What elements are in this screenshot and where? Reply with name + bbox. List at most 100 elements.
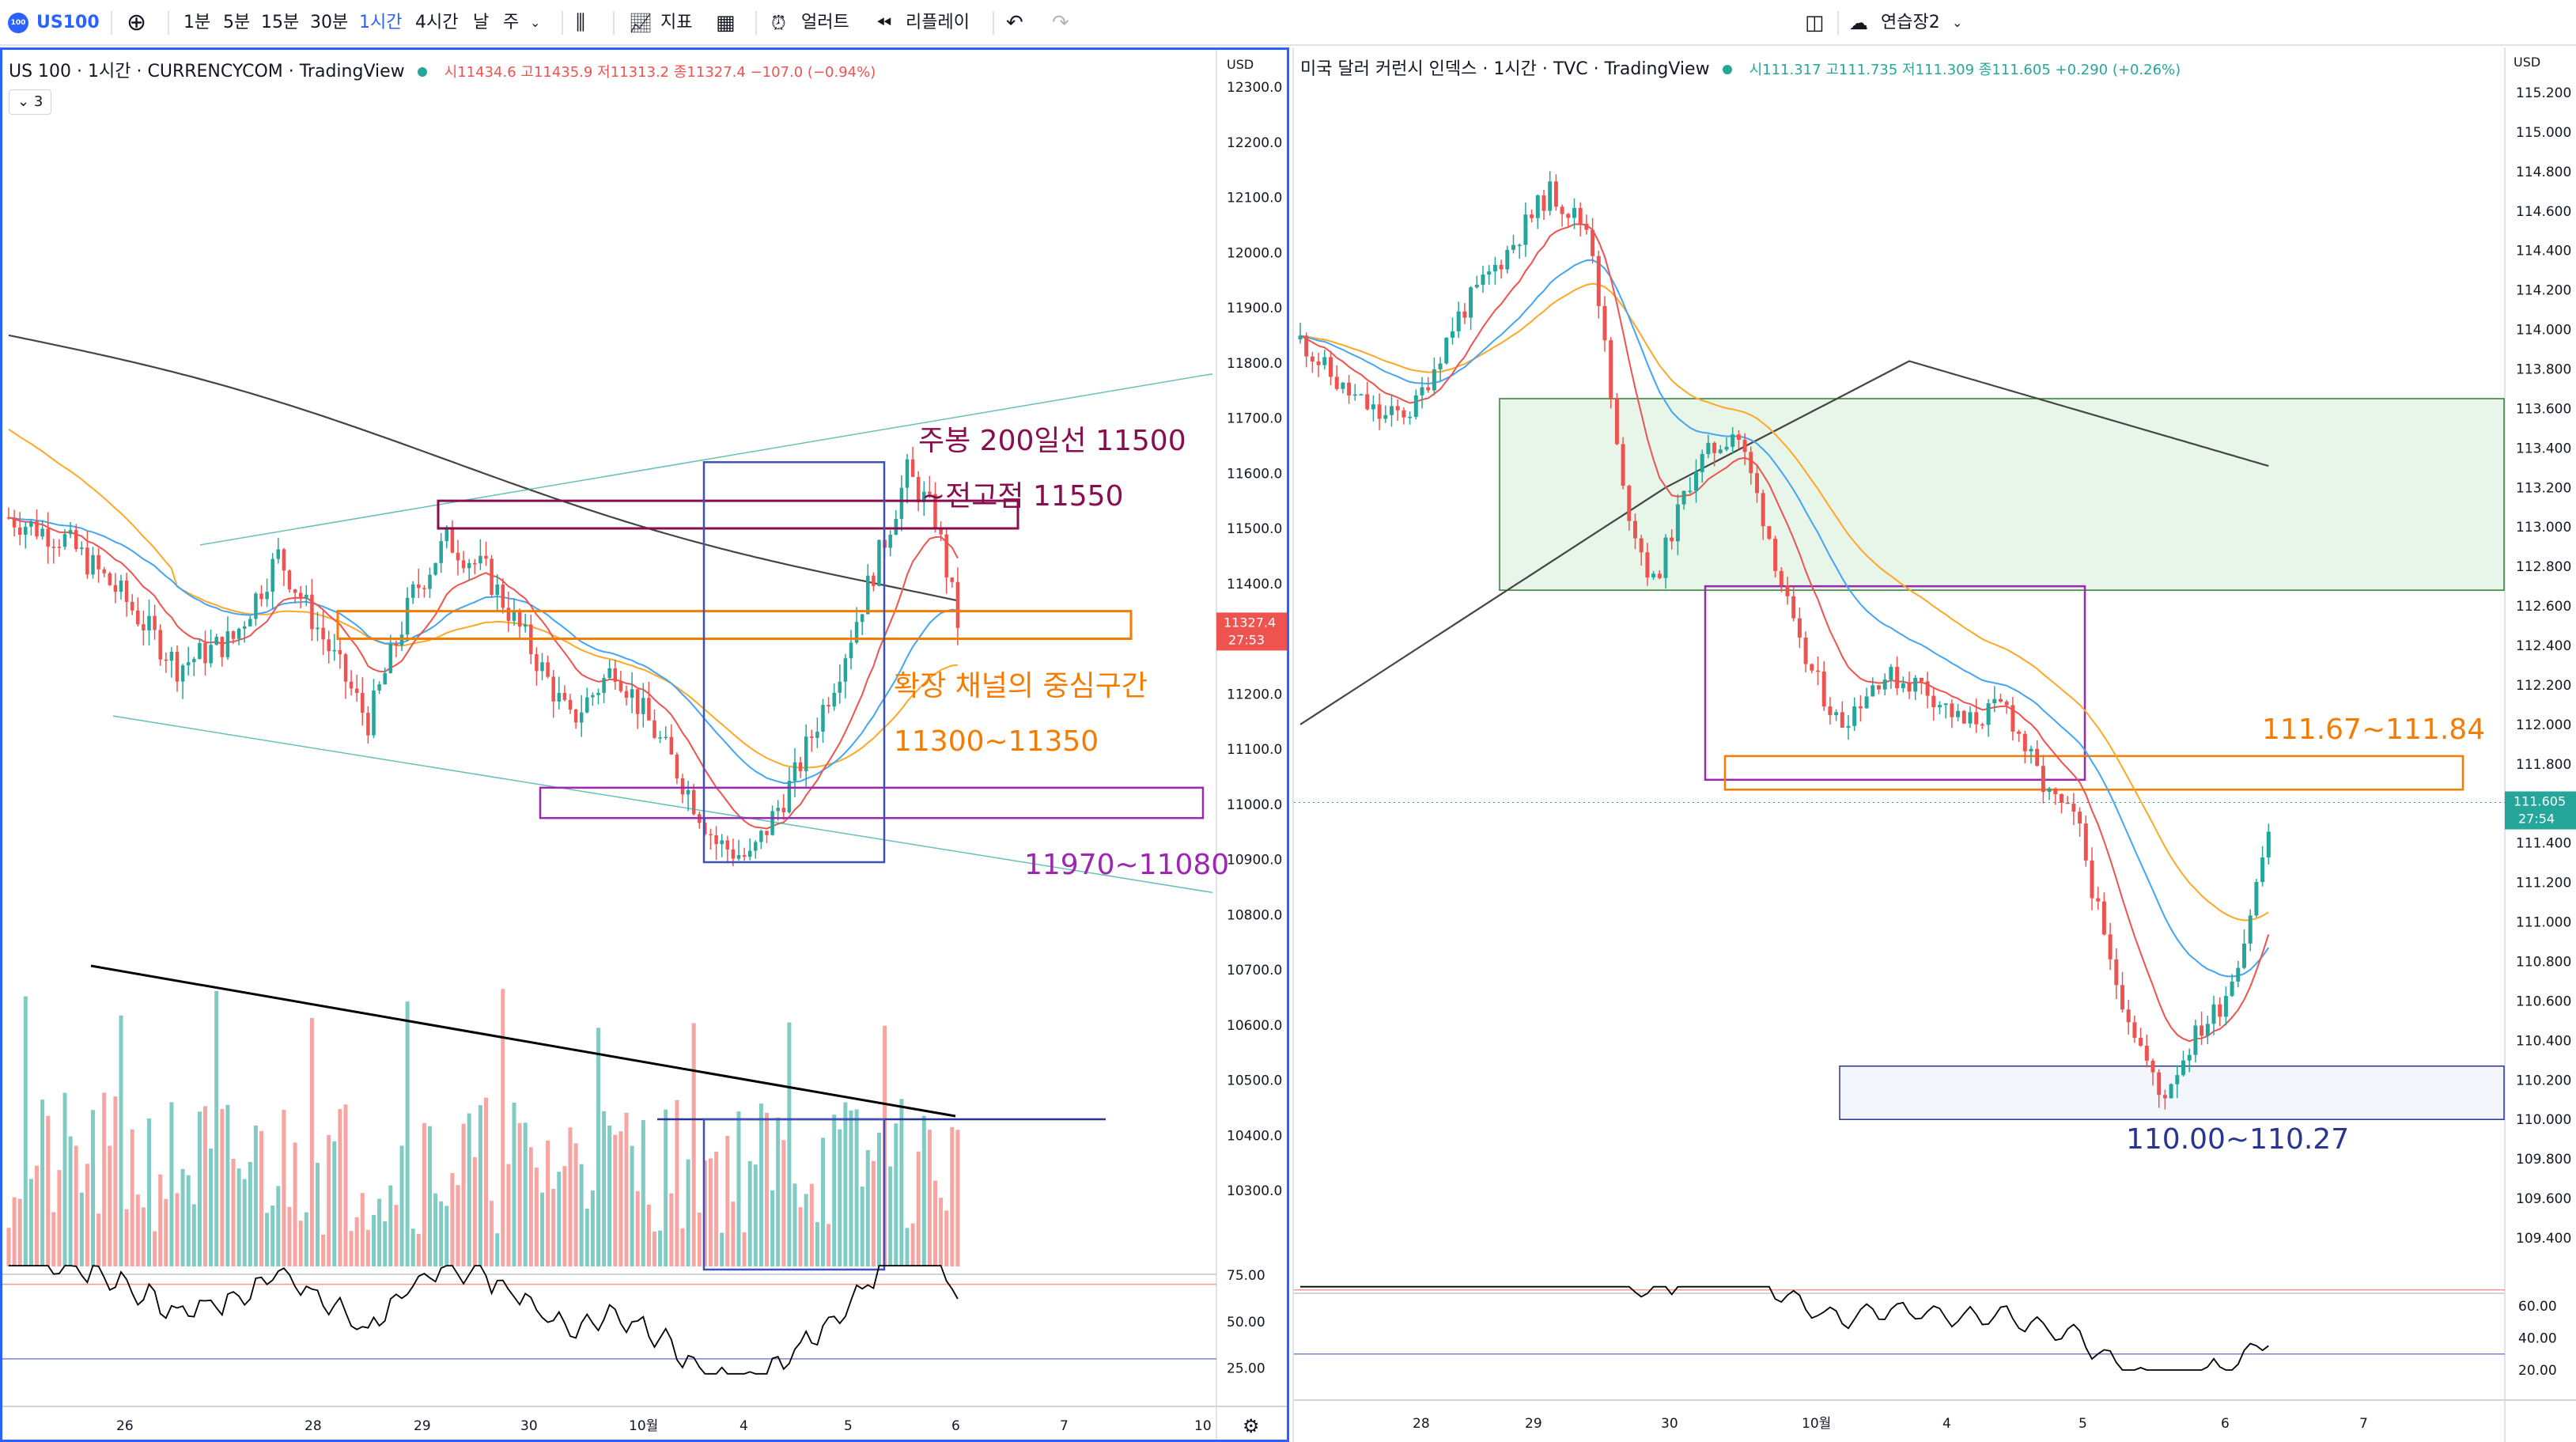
volume-bar — [781, 1140, 786, 1266]
interval-1-button[interactable]: 5분 — [223, 13, 251, 32]
us100-candle — [596, 692, 600, 695]
dxy-candle — [1742, 439, 1747, 452]
us100-chart[interactable]: USD 12300.0 12200.0 12100.0 12000.0 11900.0 11… — [2, 50, 1287, 1440]
dxy-candle — [1834, 712, 1839, 716]
templates-icon[interactable]: ▦ — [716, 11, 736, 35]
price-tick-label: 11400.0 — [1227, 577, 1282, 592]
interval-5-button[interactable]: 4시간 — [415, 13, 459, 32]
volume-bar — [916, 1151, 921, 1266]
interval-6-button[interactable]: 날 — [473, 13, 490, 32]
volume-bar — [877, 1133, 881, 1266]
interval-4-button[interactable]: 1시간 — [359, 13, 403, 32]
price-tick-label: 111.400 — [2516, 836, 2571, 852]
us100-legend: US 100 · 1시간 · CURRENCYCOM · TradingView… — [9, 56, 884, 88]
us100-symbol-title[interactable]: US 100 · 1시간 · CURRENCYCOM · TradingView — [9, 62, 405, 81]
ma60-line — [1299, 259, 2270, 978]
price-tick-label: 114.600 — [2516, 204, 2571, 220]
volume-bar — [821, 1137, 825, 1266]
layout-name-button[interactable]: 연습장2 — [1881, 13, 1940, 32]
us100-candle — [24, 526, 28, 536]
last-price-badge — [2505, 791, 2576, 830]
add-symbol-icon[interactable]: ⊕ — [127, 9, 147, 36]
time-tick-label: 4 — [740, 1418, 748, 1434]
dxy-candle — [1731, 434, 1735, 447]
undo-icon[interactable]: ↶ — [1006, 11, 1023, 35]
us100-candle — [691, 789, 696, 815]
dxy-candle — [2096, 898, 2101, 902]
volume-bar — [270, 1205, 275, 1266]
indicators-icon: 📈︎ — [629, 12, 653, 34]
us100-candle — [664, 736, 668, 739]
dxy-candle — [1651, 573, 1656, 577]
dxy-candle — [1365, 394, 1370, 410]
volume-bar — [517, 1122, 522, 1266]
dxy-candle — [1572, 207, 1576, 218]
us100-candle — [57, 547, 62, 548]
dxy-chart[interactable]: USD 115.200 115.000 114.800 114.600 114.400 11… — [1294, 47, 2576, 1442]
us100-candle — [220, 637, 225, 657]
dxy-candle — [1451, 331, 1454, 338]
us100-candle — [298, 592, 303, 600]
volume-bar — [343, 1104, 348, 1266]
us100-candle — [585, 697, 589, 713]
chart-panel-dxy[interactable]: USD 115.200 115.000 114.800 114.600 114.400 11… — [1292, 47, 2576, 1442]
dxy-candle — [1882, 679, 1887, 690]
volume-bar — [51, 1212, 56, 1266]
volume-bar — [939, 1198, 944, 1266]
layout-icon[interactable]: ◫ — [1805, 11, 1825, 35]
volume-bar — [758, 1103, 763, 1266]
countdown-label: 27:54 — [2518, 812, 2555, 827]
us100-candle — [85, 547, 89, 575]
resistance-box — [1723, 755, 2464, 791]
indicators-button[interactable]: 지표 — [660, 13, 693, 32]
us100-candle — [410, 584, 415, 598]
alerts-button[interactable]: 얼러트 — [801, 13, 849, 32]
replay-button[interactable]: 리플레이 — [906, 13, 970, 32]
dxy-candle — [2035, 748, 2040, 766]
us100-candle — [136, 610, 140, 625]
us100-candle — [192, 659, 196, 663]
us100-candle — [270, 558, 274, 592]
dxy-candle — [2108, 934, 2113, 959]
ma200-line — [1299, 360, 2269, 725]
volume-bar — [809, 1183, 814, 1266]
symbol-search-button[interactable]: US100 — [36, 13, 100, 32]
price-tick-label: 114.800 — [2516, 165, 2571, 180]
symbol-logo-icon: 100 — [8, 13, 28, 33]
dxy-candle — [1578, 207, 1583, 224]
dxy-symbol-title[interactable]: 미국 달러 커런시 인덱스 · 1시간 · TVC · TradingView — [1300, 59, 1710, 79]
dxy-candle — [1383, 414, 1388, 419]
volume-bar — [910, 1223, 915, 1266]
price-tick-label: 112.200 — [2516, 678, 2571, 694]
layout-chevron-down-icon[interactable]: ⌄ — [1952, 15, 1963, 30]
indicators-toggle[interactable]: ⌄ 3 — [9, 89, 52, 115]
redo-icon[interactable]: ↷ — [1052, 11, 1069, 35]
interval-7-button[interactable]: 주 — [503, 13, 520, 32]
interval-2-button[interactable]: 15분 — [261, 13, 300, 32]
dxy-candle — [1639, 538, 1644, 553]
time-tick-label: 28 — [1413, 1416, 1430, 1432]
dxy-candle — [2200, 1025, 2204, 1036]
dxy-candle — [2041, 766, 2045, 793]
dxy-candle — [2132, 1022, 2137, 1038]
dxy-candle — [1956, 710, 1961, 717]
price-tick-label: 11100.0 — [1227, 742, 1282, 758]
us100-candle — [557, 693, 562, 702]
volume-bar — [197, 1111, 202, 1266]
candles-icon[interactable]: ⫼ — [576, 11, 585, 35]
volume-bar — [635, 1190, 640, 1266]
dxy-candle — [1785, 585, 1790, 596]
volume-bar — [944, 1210, 949, 1266]
interval-3-button[interactable]: 30분 — [310, 13, 349, 32]
chart-panel-us100[interactable]: USD 12300.0 12200.0 12100.0 12000.0 11900.0 11… — [0, 47, 1289, 1442]
us100-candle — [17, 527, 22, 536]
dxy-candle — [2078, 812, 2082, 824]
interval-0-button[interactable]: 1분 — [183, 13, 211, 32]
volume-bar — [23, 996, 28, 1266]
dxy-candle — [1767, 526, 1772, 539]
chevron-down-icon[interactable]: ⌄ — [530, 15, 541, 30]
volume-bar — [236, 1168, 241, 1266]
us100-candle — [540, 662, 544, 672]
us100-candle — [787, 781, 792, 812]
volume-bar — [709, 1158, 713, 1266]
